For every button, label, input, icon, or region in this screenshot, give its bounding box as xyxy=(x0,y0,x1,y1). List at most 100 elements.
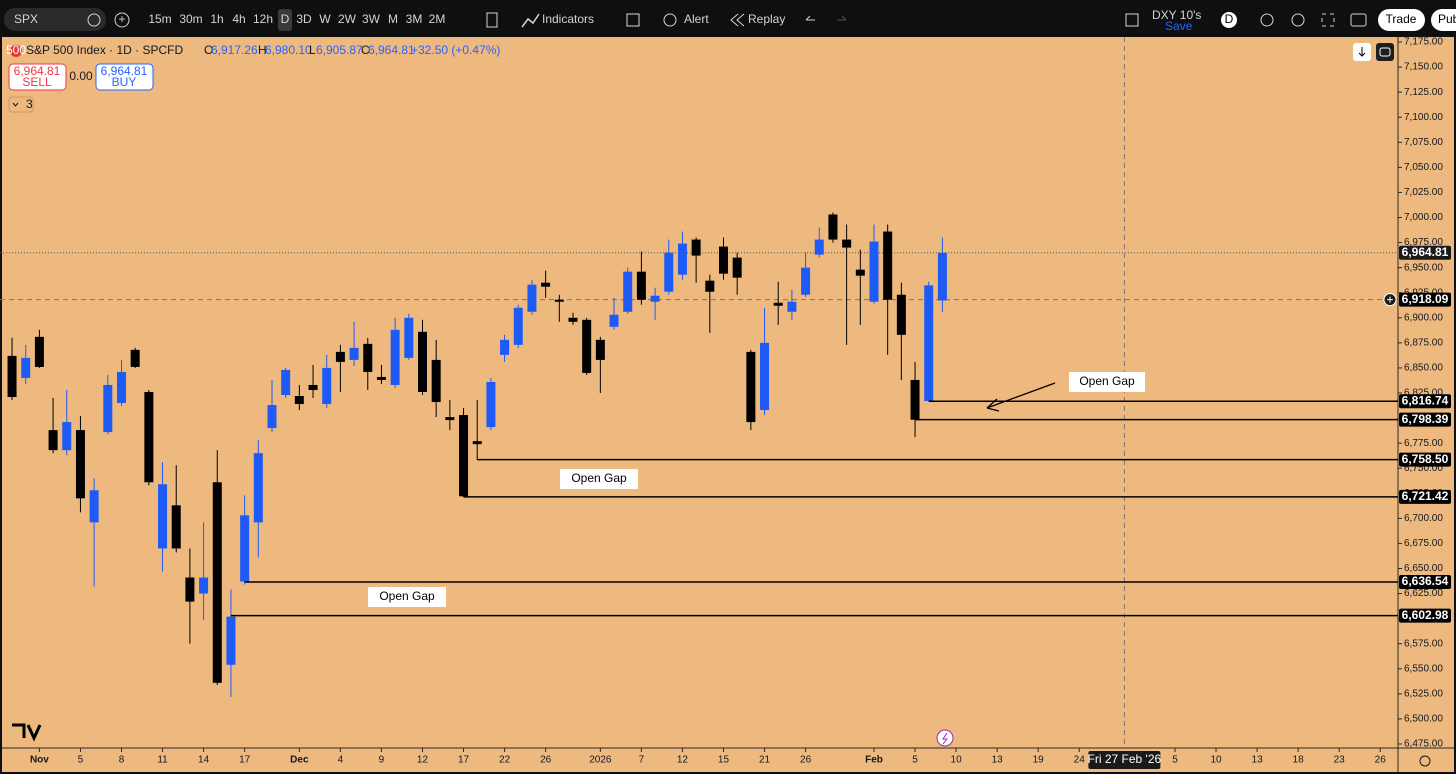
x-tick-label: Nov xyxy=(30,755,49,766)
candle-body xyxy=(281,369,291,396)
y-tick-label: 7,075.00 xyxy=(1404,137,1443,148)
candle-body xyxy=(746,351,756,423)
candle-body xyxy=(636,271,646,300)
x-tick-label: 24 xyxy=(1074,755,1086,766)
ohlc-key: H xyxy=(258,43,267,57)
buy-label: BUY xyxy=(112,75,137,89)
x-tick-label: 19 xyxy=(1033,755,1045,766)
x-tick-label: 23 xyxy=(1334,755,1346,766)
fullscreen-icon[interactable] xyxy=(1321,13,1335,27)
candle-body xyxy=(322,367,332,405)
crosshair-time-tag xyxy=(1088,751,1161,769)
price-tag-label: 6,636.54 xyxy=(1402,574,1449,588)
interval[interactable]: 3W xyxy=(362,12,381,26)
sell-button[interactable] xyxy=(8,63,67,91)
indicators-toggle[interactable] xyxy=(8,96,34,113)
sell-label: SELL xyxy=(22,75,52,89)
buy-button[interactable] xyxy=(95,63,154,91)
alert-button[interactable]: Alert xyxy=(684,12,709,26)
settings-icon[interactable] xyxy=(1291,13,1305,27)
trade-button[interactable] xyxy=(1378,9,1425,31)
interval[interactable]: W xyxy=(319,12,331,26)
redo[interactable] xyxy=(837,15,847,21)
watchlist-icon[interactable] xyxy=(1125,13,1139,27)
x-tick-label: Feb xyxy=(865,755,883,766)
interval[interactable]: 15m xyxy=(148,12,171,26)
y-tick-label: 6,775.00 xyxy=(1404,438,1443,449)
search-icon[interactable] xyxy=(1260,13,1274,27)
ohlc-key: O xyxy=(204,43,213,57)
ohlc-value: 6,980.10 xyxy=(265,43,312,57)
interval[interactable]: 1h xyxy=(210,12,223,26)
x-tick-label: 17 xyxy=(239,755,251,766)
interval[interactable]: 3M xyxy=(406,12,423,26)
x-tick-label: 12 xyxy=(417,755,429,766)
candle-body xyxy=(883,231,893,300)
y-tick-label: 6,525.00 xyxy=(1404,688,1443,699)
interval[interactable]: 3D xyxy=(296,12,312,26)
ohlc-value: 6,905.87 xyxy=(316,43,363,57)
candle-body xyxy=(691,239,701,256)
symbol-logo xyxy=(10,45,22,57)
replay-button[interactable]: Replay xyxy=(748,12,785,26)
interval[interactable]: 4h xyxy=(232,12,245,26)
spread: 0.00 xyxy=(69,69,93,83)
compare-symbol[interactable]: DXY 10's xyxy=(1152,8,1201,22)
events-icon[interactable] xyxy=(936,729,954,747)
annotation-arrow xyxy=(986,382,1056,412)
candle-body xyxy=(664,252,674,292)
interval[interactable]: 12h xyxy=(253,12,273,26)
ohlc-value: 6,964.81 xyxy=(368,43,415,57)
price-tag-label: 6,758.50 xyxy=(1402,452,1449,466)
x-tick-label: 4 xyxy=(338,755,344,766)
x-tick-label: 10 xyxy=(951,755,963,766)
candle-body xyxy=(924,285,934,402)
price-tag xyxy=(1399,394,1451,409)
indicators-icon xyxy=(521,13,540,28)
interval[interactable]: D xyxy=(281,12,290,26)
crosshair-price-label: 6,918.09 xyxy=(1402,292,1449,306)
candle-body xyxy=(554,299,564,302)
price-tag-label: 6,721.42 xyxy=(1402,489,1449,503)
indicators-button[interactable]: Indicators xyxy=(542,12,594,26)
save-label[interactable]: Save xyxy=(1165,19,1193,33)
chart-type-icon[interactable] xyxy=(486,12,498,28)
candle-body xyxy=(376,376,386,380)
interval[interactable]: 30m xyxy=(179,12,202,26)
interval[interactable]: 2M xyxy=(429,12,446,26)
y-tick-label: 6,950.00 xyxy=(1404,262,1443,273)
candle-body xyxy=(718,246,728,274)
axis-settings[interactable] xyxy=(1419,755,1431,767)
candle-body xyxy=(212,482,222,683)
candle-body xyxy=(363,343,373,372)
chart-area xyxy=(2,37,1454,772)
candle-body xyxy=(582,319,592,373)
replay-icon xyxy=(730,13,745,27)
candle-body xyxy=(34,336,44,367)
layouts-icon[interactable] xyxy=(626,13,640,27)
y-tick-label: 6,825.00 xyxy=(1404,388,1443,399)
candle-body xyxy=(294,396,304,405)
sell-price: 6,964.81 xyxy=(14,64,61,78)
x-tick-label: 2026 xyxy=(589,755,612,766)
candle-body xyxy=(486,381,496,428)
lightning xyxy=(942,732,949,745)
publish-button[interactable] xyxy=(1431,9,1456,31)
candle-body xyxy=(431,359,441,403)
undo[interactable] xyxy=(805,15,815,21)
x-tick-label: 26 xyxy=(1375,755,1387,766)
interval[interactable]: 2W xyxy=(338,12,357,26)
layout-button[interactable] xyxy=(1376,43,1394,61)
price-tag-label: 6,798.39 xyxy=(1402,412,1449,426)
interval[interactable]: M xyxy=(388,12,398,26)
candle-body xyxy=(21,357,31,378)
annotation-box xyxy=(1069,372,1145,392)
candle-body xyxy=(48,430,58,451)
snapshot-icon[interactable] xyxy=(1350,13,1367,27)
toolbar xyxy=(0,0,1456,37)
add-symbol[interactable] xyxy=(114,12,130,28)
symbol-search[interactable] xyxy=(4,8,106,31)
profile[interactable] xyxy=(1221,12,1237,28)
last-price-label: 6,964.81 xyxy=(1402,245,1449,259)
